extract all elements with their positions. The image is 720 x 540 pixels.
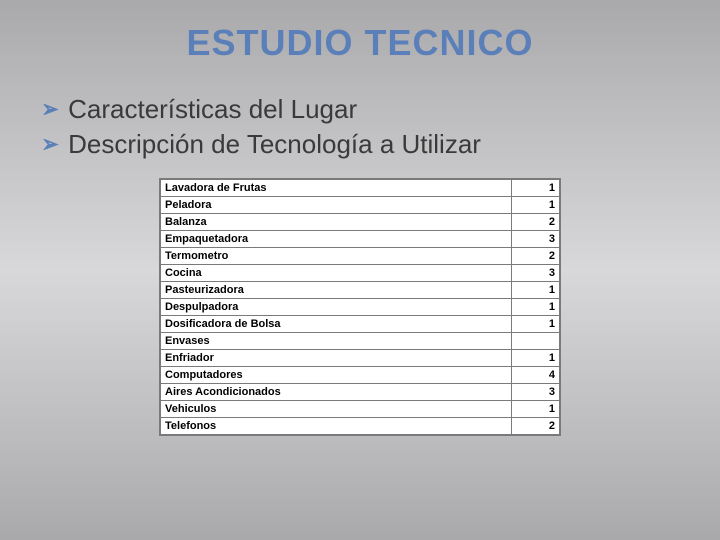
cell-qty: 3 xyxy=(512,231,560,248)
cell-qty: 1 xyxy=(512,401,560,418)
cell-name: Cocina xyxy=(161,265,512,282)
cell-qty: 2 xyxy=(512,214,560,231)
bullet-text: Características del Lugar xyxy=(68,94,357,125)
table-row: Enfriador1 xyxy=(161,350,560,367)
table-row: Peladora1 xyxy=(161,197,560,214)
table-row: Empaquetadora3 xyxy=(161,231,560,248)
table-row: Envases xyxy=(161,333,560,350)
page-title: ESTUDIO TECNICO xyxy=(0,22,720,64)
cell-qty: 3 xyxy=(512,265,560,282)
list-item: ➢ Características del Lugar xyxy=(40,94,720,125)
table-row: Lavadora de Frutas1 xyxy=(161,180,560,197)
table: Lavadora de Frutas1Peladora1Balanza2Empa… xyxy=(160,179,560,435)
cell-name: Lavadora de Frutas xyxy=(161,180,512,197)
table-row: Computadores4 xyxy=(161,367,560,384)
cell-qty: 1 xyxy=(512,299,560,316)
cell-name: Dosificadora de Bolsa xyxy=(161,316,512,333)
cell-name: Computadores xyxy=(161,367,512,384)
cell-name: Telefonos xyxy=(161,418,512,435)
table-row: Balanza2 xyxy=(161,214,560,231)
cell-qty: 1 xyxy=(512,197,560,214)
cell-name: Vehiculos xyxy=(161,401,512,418)
table-row: Pasteurizadora1 xyxy=(161,282,560,299)
cell-name: Despulpadora xyxy=(161,299,512,316)
bullet-list: ➢ Características del Lugar ➢ Descripció… xyxy=(40,94,720,160)
cell-name: Envases xyxy=(161,333,512,350)
cell-qty: 1 xyxy=(512,180,560,197)
cell-name: Empaquetadora xyxy=(161,231,512,248)
cell-qty: 2 xyxy=(512,418,560,435)
tech-table: Lavadora de Frutas1Peladora1Balanza2Empa… xyxy=(159,178,561,436)
cell-name: Peladora xyxy=(161,197,512,214)
cell-qty: 1 xyxy=(512,350,560,367)
table-row: Vehiculos1 xyxy=(161,401,560,418)
cell-qty: 1 xyxy=(512,316,560,333)
bullet-text: Descripción de Tecnología a Utilizar xyxy=(68,129,481,160)
table-row: Cocina3 xyxy=(161,265,560,282)
cell-name: Pasteurizadora xyxy=(161,282,512,299)
cell-name: Aires Acondicionados xyxy=(161,384,512,401)
cell-name: Balanza xyxy=(161,214,512,231)
cell-name: Enfriador xyxy=(161,350,512,367)
table-row: Despulpadora1 xyxy=(161,299,560,316)
cell-qty: 1 xyxy=(512,282,560,299)
chevron-icon: ➢ xyxy=(42,130,59,159)
cell-qty: 3 xyxy=(512,384,560,401)
table-row: Termometro2 xyxy=(161,248,560,265)
cell-qty: 2 xyxy=(512,248,560,265)
cell-qty: 4 xyxy=(512,367,560,384)
table-row: Dosificadora de Bolsa1 xyxy=(161,316,560,333)
chevron-icon: ➢ xyxy=(42,95,59,124)
list-item: ➢ Descripción de Tecnología a Utilizar xyxy=(40,129,720,160)
table-row: Telefonos2 xyxy=(161,418,560,435)
cell-qty xyxy=(512,333,560,350)
table-row: Aires Acondicionados3 xyxy=(161,384,560,401)
cell-name: Termometro xyxy=(161,248,512,265)
